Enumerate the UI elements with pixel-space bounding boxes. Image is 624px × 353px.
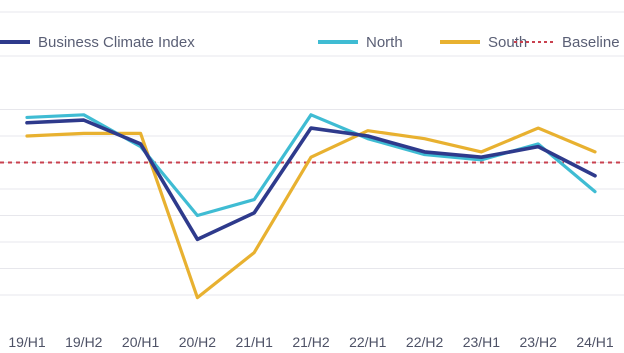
x-tick-label: 23/H2: [520, 334, 558, 350]
series-lines: [0, 113, 624, 300]
legend-label: Business Climate Index: [38, 34, 195, 51]
x-tick-label: 22/H1: [349, 334, 387, 350]
x-tick-label: 20/H2: [179, 334, 217, 350]
x-tick-label: 19/H2: [65, 334, 103, 350]
legend-item: Baseline: [514, 34, 620, 51]
x-tick-label: 23/H1: [463, 334, 501, 350]
legend-item: North: [318, 34, 403, 51]
x-axis-ticks: 19/H1 19/H2 20/H1 20/H2 21/H1 21/H2 22/H1 22/H2…: [8, 334, 614, 350]
x-tick-label: 19/H1: [8, 334, 46, 350]
gridlines: [0, 11, 624, 296]
series-line: [25, 126, 597, 300]
x-tick-label: 24/H1: [576, 334, 614, 350]
series-line: [25, 118, 597, 242]
x-tick-label: 21/H1: [236, 334, 274, 350]
legend: Business Climate Index North South Baseline: [0, 34, 620, 51]
legend-label: North: [366, 34, 403, 51]
x-tick-label: 22/H2: [406, 334, 444, 350]
legend-item: South: [440, 34, 527, 51]
x-tick-label: 21/H2: [292, 334, 330, 350]
legend-label: Baseline: [562, 34, 620, 51]
x-tick-label: 20/H1: [122, 334, 160, 350]
legend-label: South: [488, 34, 527, 51]
legend-item: Business Climate Index: [0, 34, 195, 51]
